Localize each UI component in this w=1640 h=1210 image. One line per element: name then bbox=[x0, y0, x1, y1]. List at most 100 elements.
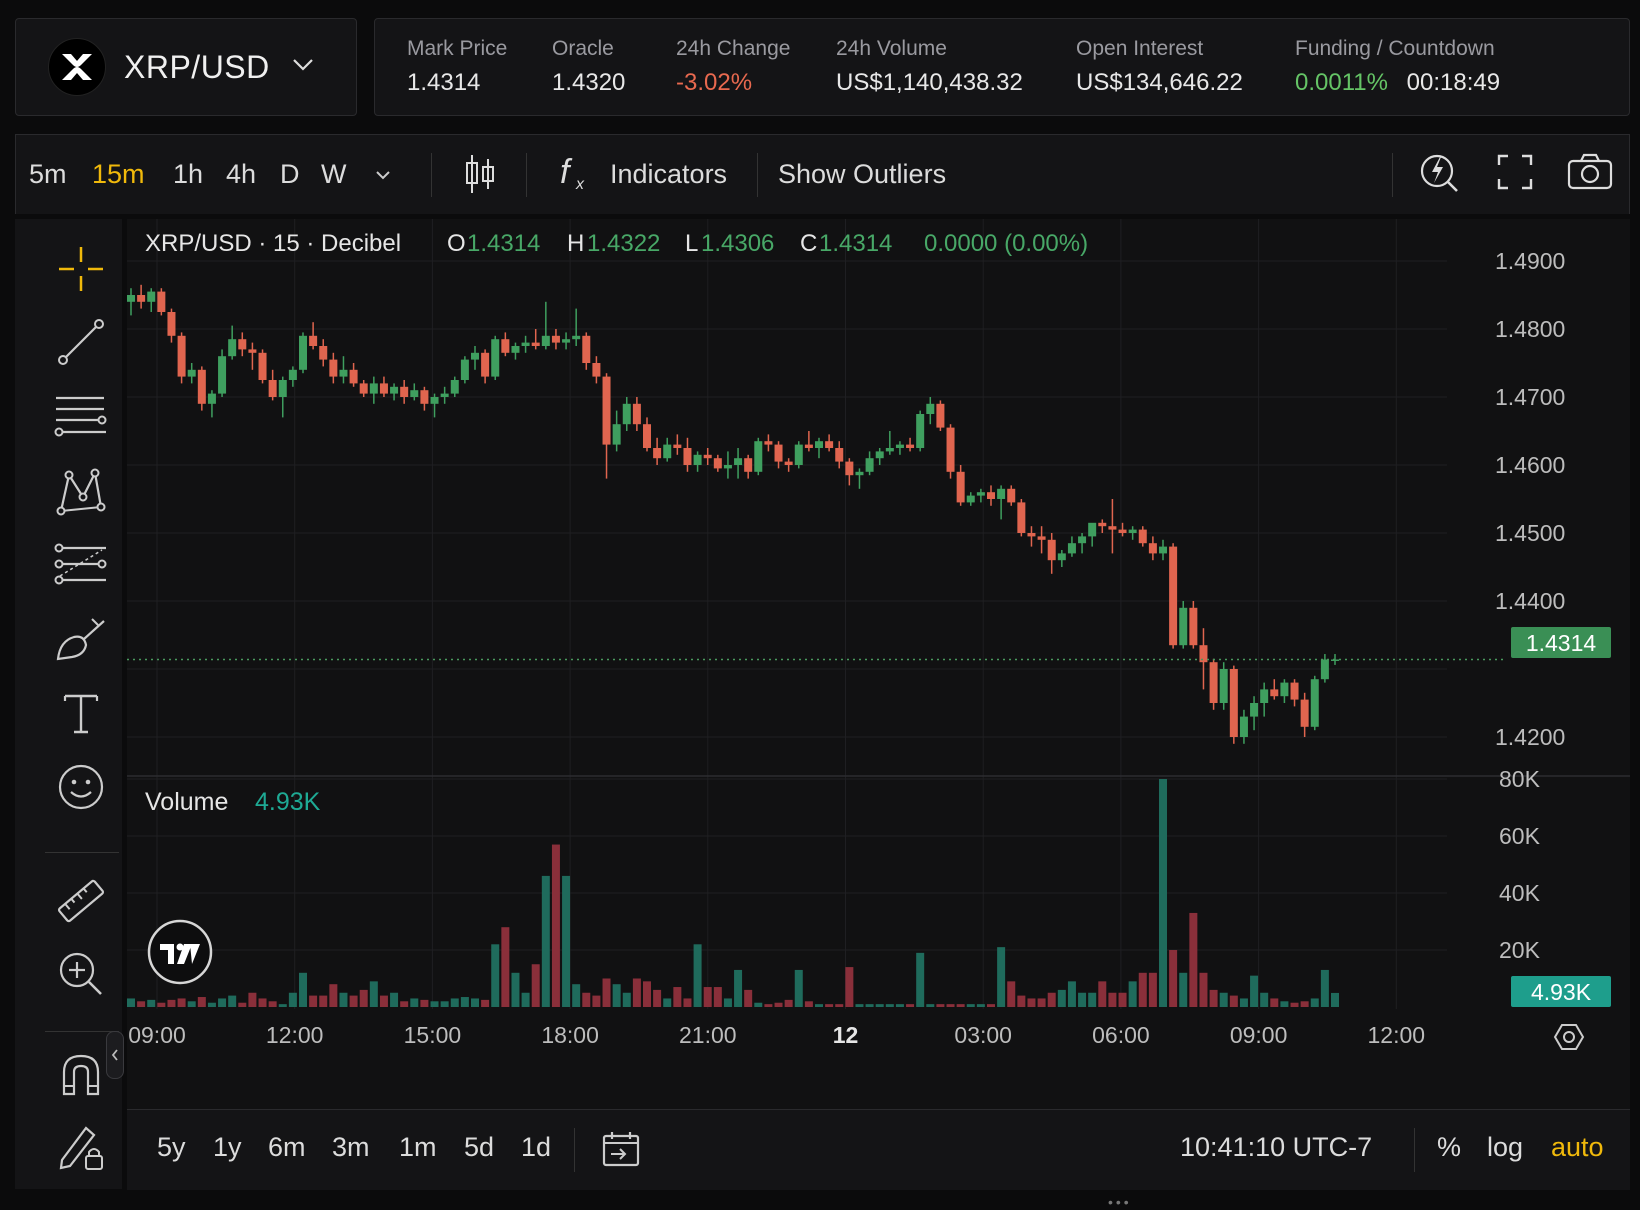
candle-body bbox=[551, 335, 560, 343]
range-6m[interactable]: 6m bbox=[268, 1132, 306, 1162]
camera-icon[interactable] bbox=[1567, 153, 1613, 198]
candle-body bbox=[987, 492, 995, 499]
interval-chevron-down-icon[interactable] bbox=[373, 161, 393, 192]
fib-retracement-icon[interactable] bbox=[53, 537, 109, 593]
volume-bar bbox=[410, 998, 419, 1007]
indicators-button[interactable]: Indicators bbox=[610, 159, 728, 189]
lock-drawing-icon[interactable] bbox=[53, 1119, 109, 1175]
divider bbox=[45, 852, 119, 853]
volume-bar bbox=[258, 998, 267, 1007]
volume-bar bbox=[855, 1004, 864, 1007]
stat-value: -3.02% bbox=[676, 69, 753, 96]
chevron-down-icon[interactable] bbox=[292, 58, 314, 77]
price-chart[interactable]: XRP/USD · 15 · Decibel O 1.4314 H 1.4322… bbox=[127, 219, 1630, 1109]
candle-body bbox=[167, 312, 176, 336]
collapse-sidebar-handle[interactable] bbox=[106, 1031, 124, 1079]
volume-bar bbox=[460, 997, 469, 1007]
volume-axis[interactable]: 80K 60K 40K 20K bbox=[1499, 766, 1541, 963]
candle-body bbox=[309, 335, 318, 346]
candle-body bbox=[207, 393, 216, 404]
volume-bar bbox=[147, 999, 156, 1007]
text-icon[interactable] bbox=[53, 685, 109, 741]
volume-bar bbox=[379, 995, 388, 1007]
show-outliers-button[interactable]: Show Outliers bbox=[778, 159, 947, 189]
volume-bar bbox=[956, 1004, 965, 1007]
stat-24h-volume: 24h Volume US$1,140,438.32 bbox=[836, 37, 1023, 97]
stat-label: 24h Change bbox=[676, 37, 791, 60]
volume-bar bbox=[187, 1001, 196, 1007]
candle-body bbox=[1057, 553, 1066, 561]
range-1m[interactable]: 1m bbox=[399, 1132, 437, 1162]
interval-d[interactable]: D bbox=[280, 159, 300, 189]
candle-body bbox=[339, 369, 348, 377]
range-3m[interactable]: 3m bbox=[332, 1132, 370, 1162]
time-axis[interactable]: 09:00 12:00 15:00 18:00 21:00 12 03:00 06:00 09:… bbox=[128, 1022, 1425, 1048]
candle-body bbox=[1078, 536, 1087, 544]
go-to-date-icon[interactable] bbox=[601, 1130, 641, 1175]
range-5y[interactable]: 5y bbox=[157, 1132, 186, 1162]
interval-1h[interactable]: 1h bbox=[173, 159, 204, 189]
settings-gear-icon[interactable] bbox=[1553, 1024, 1585, 1050]
log-toggle[interactable]: log bbox=[1487, 1132, 1524, 1162]
candle-body bbox=[420, 390, 429, 404]
volume-bar bbox=[491, 944, 500, 1007]
pattern-icon[interactable] bbox=[53, 464, 109, 520]
range-1d[interactable]: 1d bbox=[521, 1132, 552, 1162]
resize-handle-dots[interactable]: ••• bbox=[1108, 1194, 1132, 1210]
candle-body bbox=[612, 424, 621, 445]
trend-line-icon[interactable] bbox=[53, 314, 109, 370]
clock[interactable]: 10:41:10 UTC-7 bbox=[1180, 1132, 1373, 1162]
quick-search-icon[interactable] bbox=[1419, 151, 1461, 202]
magnet-icon[interactable] bbox=[53, 1047, 109, 1103]
candles bbox=[127, 284, 1339, 744]
candle-body bbox=[916, 414, 925, 448]
symbol-selector[interactable]: XRP/USD bbox=[15, 18, 357, 116]
candles-icon[interactable] bbox=[464, 153, 496, 202]
volume-bar bbox=[673, 987, 682, 1007]
chart-area[interactable]: XRP/USD · 15 · Decibel O 1.4314 H 1.4322… bbox=[127, 219, 1630, 1109]
range-5d[interactable]: 5d bbox=[464, 1132, 495, 1162]
time-tick-label: 09:00 bbox=[128, 1022, 186, 1048]
volume-bar bbox=[713, 987, 722, 1007]
interval-15m[interactable]: 15m bbox=[92, 159, 145, 189]
volume-bar bbox=[1037, 998, 1046, 1007]
candle-body bbox=[926, 403, 935, 414]
range-1y[interactable]: 1y bbox=[213, 1132, 242, 1162]
auto-toggle[interactable]: auto bbox=[1551, 1132, 1604, 1162]
candle-body bbox=[1280, 682, 1289, 697]
candle-body bbox=[693, 454, 702, 465]
volume-bar bbox=[1189, 912, 1198, 1007]
candle-body bbox=[845, 461, 854, 476]
fullscreen-icon[interactable] bbox=[1497, 153, 1533, 198]
candle-body bbox=[966, 495, 975, 503]
zoom-in-icon[interactable] bbox=[53, 946, 109, 1002]
candle-body bbox=[1037, 536, 1046, 540]
volume-bar bbox=[845, 967, 854, 1007]
volume-bar bbox=[865, 1004, 874, 1007]
horizontal-lines-icon[interactable] bbox=[53, 389, 109, 445]
candle-body bbox=[1209, 662, 1218, 703]
crosshair-icon[interactable] bbox=[53, 241, 109, 297]
interval-4h[interactable]: 4h bbox=[226, 159, 257, 189]
price-tick-label: 1.4900 bbox=[1495, 248, 1565, 274]
volume-bar bbox=[177, 998, 186, 1007]
divider bbox=[757, 153, 758, 197]
brush-icon[interactable] bbox=[53, 612, 109, 668]
price-axis[interactable]: 1.4900 1.4800 1.4700 1.4600 1.4500 1.4400 1.42… bbox=[1495, 248, 1565, 750]
volume-bar bbox=[1310, 998, 1319, 1007]
candle-body bbox=[471, 352, 479, 360]
percent-toggle[interactable]: % bbox=[1437, 1132, 1462, 1162]
volume-bar bbox=[683, 998, 692, 1007]
interval-5m[interactable]: 5m bbox=[29, 159, 67, 189]
ruler-icon[interactable] bbox=[53, 873, 109, 929]
tradingview-logo bbox=[147, 919, 213, 985]
volume-bar bbox=[471, 998, 479, 1007]
time-tick-label: 09:00 bbox=[1230, 1022, 1288, 1048]
interval-w[interactable]: W bbox=[321, 159, 347, 189]
volume-tag-text: 4.93K bbox=[1531, 979, 1592, 1005]
candle-body bbox=[1290, 682, 1299, 700]
emoji-icon[interactable] bbox=[53, 759, 109, 815]
candle-body bbox=[784, 461, 793, 465]
